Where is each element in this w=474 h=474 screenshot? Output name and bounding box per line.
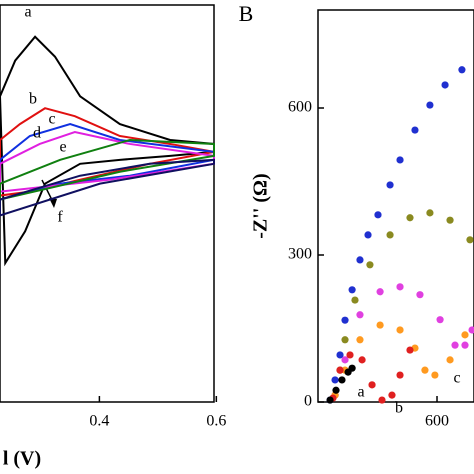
- point: [446, 216, 454, 224]
- point: [396, 371, 404, 379]
- arrow-head: [49, 198, 57, 208]
- curve-label: b: [395, 400, 403, 417]
- y-tick-label: 0: [304, 393, 312, 410]
- point: [356, 311, 364, 319]
- point: [468, 326, 474, 334]
- x-tick-label: 600: [425, 413, 449, 430]
- point: [348, 286, 356, 294]
- point: [376, 288, 384, 296]
- point: [341, 356, 349, 364]
- point: [376, 321, 384, 329]
- x-tick-label: 0.6: [206, 413, 226, 430]
- point: [332, 386, 340, 394]
- point: [426, 101, 434, 109]
- point: [366, 261, 374, 269]
- plot-frame: [0, 4, 215, 403]
- point: [341, 336, 349, 344]
- point: [348, 364, 356, 372]
- curve-label: a: [24, 4, 31, 21]
- point: [421, 366, 429, 374]
- point: [461, 341, 469, 349]
- curve-label: f: [57, 209, 63, 226]
- point: [406, 214, 414, 222]
- point: [351, 296, 359, 304]
- point: [364, 231, 372, 239]
- y-tick-label: 300: [288, 246, 312, 263]
- point: [411, 126, 419, 134]
- point: [441, 81, 449, 89]
- curve-label: d: [33, 125, 41, 142]
- point: [451, 341, 459, 349]
- point: [396, 283, 404, 291]
- plot-frame: [317, 9, 474, 403]
- point: [341, 316, 349, 324]
- y-tick-label: 600: [288, 99, 312, 116]
- curve-label: c: [453, 370, 460, 387]
- point: [461, 331, 469, 339]
- x-tick-label: 0.4: [89, 413, 109, 430]
- point: [374, 211, 382, 219]
- curve-label: a: [357, 384, 364, 401]
- point: [466, 236, 474, 244]
- cv-curve: [0, 35, 215, 267]
- point: [386, 181, 394, 189]
- point: [336, 366, 344, 374]
- point: [396, 326, 404, 334]
- point: [338, 376, 346, 384]
- point: [358, 356, 366, 364]
- point: [346, 351, 354, 359]
- point: [388, 391, 396, 399]
- point: [368, 381, 376, 389]
- point: [406, 346, 414, 354]
- point: [426, 209, 434, 217]
- point: [336, 351, 344, 359]
- curve-label: c: [48, 111, 55, 128]
- cv-curve: [0, 158, 215, 217]
- point: [356, 256, 364, 264]
- x-axis-label: l (V): [3, 448, 41, 470]
- point: [356, 336, 364, 344]
- point: [331, 376, 339, 384]
- point: [431, 371, 439, 379]
- curve-label: b: [29, 91, 37, 108]
- point: [446, 356, 454, 364]
- point: [378, 396, 386, 404]
- point: [458, 66, 466, 74]
- point: [326, 396, 334, 404]
- point: [416, 291, 424, 299]
- panel-label: B: [239, 1, 254, 26]
- point: [386, 231, 394, 239]
- point: [396, 156, 404, 164]
- curve-label: e: [59, 139, 66, 156]
- y-axis-label: -Z'' (Ω): [250, 173, 272, 238]
- point: [436, 316, 444, 324]
- cv-curve: [0, 138, 215, 201]
